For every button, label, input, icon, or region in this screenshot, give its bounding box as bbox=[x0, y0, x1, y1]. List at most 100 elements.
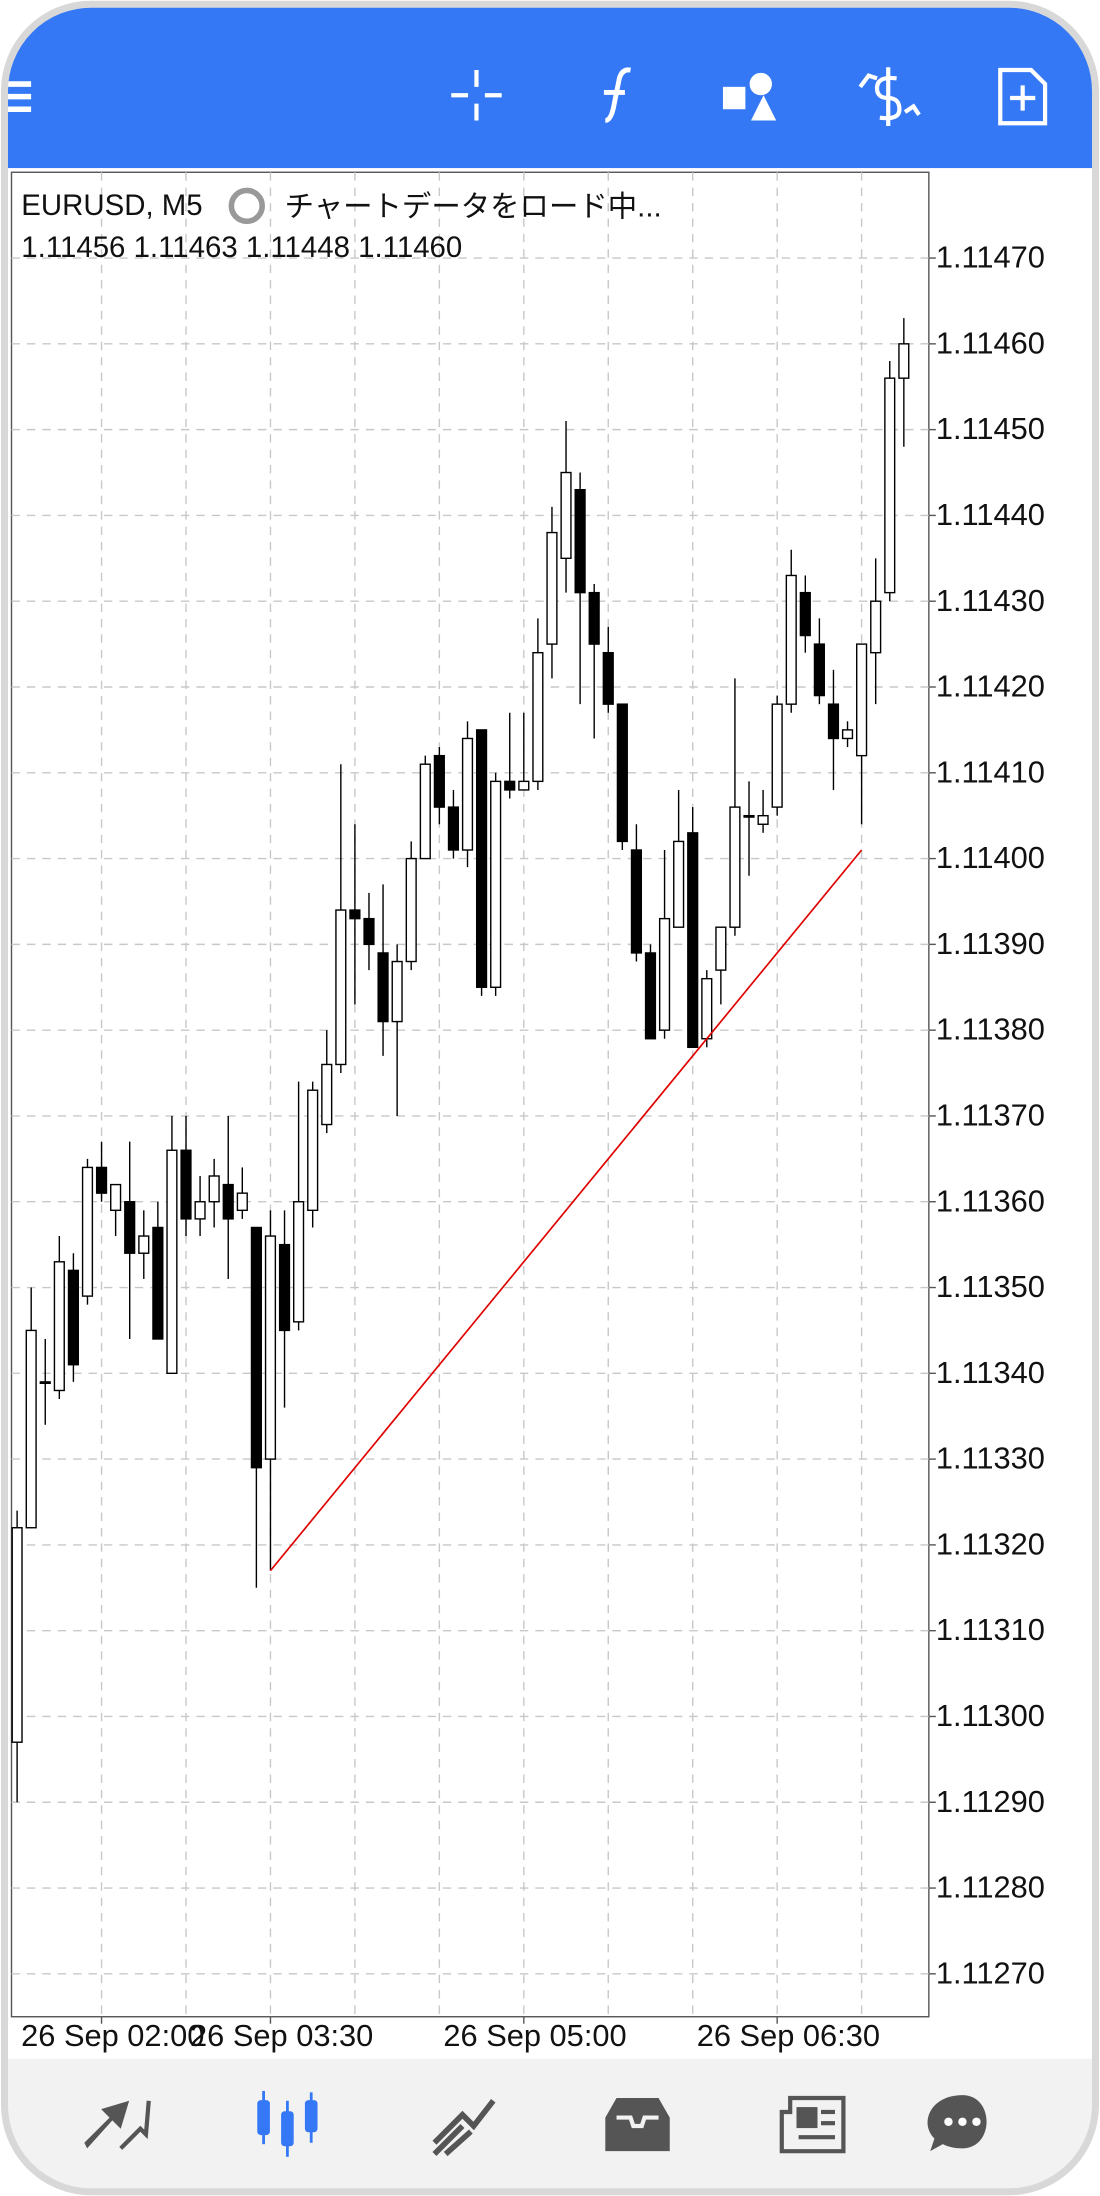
plot: 1.11470 1.11460 1.11450 1.11440 1.11430 1.114… bbox=[11, 172, 1045, 2053]
menu-icon[interactable] bbox=[7, 81, 32, 113]
candle-body bbox=[124, 1201, 136, 1254]
candle-body bbox=[602, 651, 614, 705]
candle-body bbox=[518, 780, 530, 791]
y-tick-label: 1.11410 bbox=[936, 754, 1045, 789]
ohlc-label: 1.11456 1.11463 1.11448 1.11460 bbox=[21, 231, 462, 264]
y-tick-label: 1.11440 bbox=[936, 497, 1045, 532]
toolbar bbox=[4, 4, 1096, 169]
candle-body bbox=[771, 703, 783, 808]
y-tick-label: 1.11290 bbox=[936, 1784, 1045, 1819]
candle-body bbox=[701, 977, 713, 1040]
y-tick-label: 1.11350 bbox=[936, 1269, 1045, 1304]
candle-body bbox=[67, 1269, 80, 1366]
x-tick-label: 26 Sep 02:00 bbox=[21, 2018, 204, 2053]
candle-body bbox=[433, 754, 445, 808]
candle-body bbox=[180, 1149, 192, 1220]
candle-body bbox=[81, 1166, 94, 1297]
candle-body bbox=[898, 343, 910, 379]
candle-body bbox=[335, 909, 347, 1066]
candle-body bbox=[588, 591, 600, 645]
objects-icon[interactable] bbox=[722, 72, 777, 121]
trade-tab[interactable] bbox=[432, 2099, 496, 2157]
y-tick-label: 1.11420 bbox=[936, 669, 1045, 704]
candle-body bbox=[11, 1527, 23, 1743]
new-order-icon[interactable] bbox=[998, 67, 1048, 126]
y-tick-label: 1.11330 bbox=[936, 1441, 1045, 1476]
candle-body bbox=[799, 591, 811, 637]
candle-body bbox=[504, 780, 516, 791]
candle-body bbox=[53, 1261, 65, 1392]
candle-body bbox=[405, 857, 417, 963]
y-tick-label: 1.11400 bbox=[936, 840, 1045, 875]
candle-body bbox=[110, 1183, 122, 1212]
y-tick-label: 1.11470 bbox=[936, 240, 1045, 275]
candle-body bbox=[757, 814, 769, 825]
candle-body bbox=[475, 729, 488, 988]
candle-body bbox=[461, 737, 474, 851]
candle-body bbox=[729, 806, 741, 928]
y-tick-label: 1.11450 bbox=[936, 411, 1045, 446]
x-tick-label: 26 Sep 03:30 bbox=[190, 2018, 373, 2053]
candle-body bbox=[616, 703, 628, 843]
candle-body bbox=[644, 952, 657, 1040]
candle-body bbox=[490, 780, 502, 988]
x-tick-label: 26 Sep 06:30 bbox=[697, 2018, 880, 2053]
y-tick-label: 1.11390 bbox=[936, 926, 1045, 961]
candle-body bbox=[560, 471, 572, 560]
chart-tab[interactable] bbox=[257, 2090, 318, 2157]
crosshair-icon[interactable] bbox=[451, 70, 502, 121]
y-tick-label: 1.11430 bbox=[936, 583, 1045, 618]
candle-body bbox=[658, 917, 671, 1031]
candle-body bbox=[321, 1063, 333, 1126]
candle-body bbox=[363, 917, 375, 946]
candle-body bbox=[95, 1166, 108, 1194]
candle-body bbox=[166, 1149, 178, 1375]
candle-body bbox=[546, 531, 558, 645]
loading-spinner bbox=[228, 187, 265, 225]
news-tab[interactable] bbox=[779, 2095, 846, 2154]
chat-tab[interactable] bbox=[927, 2095, 987, 2152]
x-tick-label: 26 Sep 05:00 bbox=[443, 2018, 626, 2053]
candle-body bbox=[264, 1235, 277, 1460]
candle-body bbox=[856, 643, 868, 757]
candle-body bbox=[715, 926, 727, 971]
y-tick-label: 1.11300 bbox=[936, 1698, 1045, 1733]
plot-frame bbox=[10, 171, 930, 2018]
candle-body bbox=[532, 651, 544, 783]
indicators-icon[interactable] bbox=[603, 67, 631, 123]
y-tick-label: 1.11270 bbox=[936, 1955, 1045, 1990]
y-tick-label: 1.11360 bbox=[936, 1183, 1045, 1218]
candle-body bbox=[208, 1175, 220, 1203]
candle-body bbox=[673, 840, 685, 928]
candle-body bbox=[39, 1381, 51, 1384]
candle-body bbox=[630, 849, 643, 954]
candle-body bbox=[813, 643, 825, 697]
symbol-title: EURUSD, M5 bbox=[21, 189, 202, 222]
candle-body bbox=[841, 729, 854, 740]
candle-body bbox=[194, 1201, 206, 1220]
trend-line bbox=[269, 849, 863, 1572]
tab-bar bbox=[4, 2058, 1096, 2192]
candle-body bbox=[25, 1329, 37, 1529]
candle-body bbox=[236, 1192, 248, 1212]
candle-body bbox=[250, 1226, 262, 1469]
candle-body bbox=[574, 488, 586, 594]
candle-body bbox=[349, 909, 361, 920]
candle-body bbox=[278, 1243, 291, 1332]
candle-body bbox=[743, 814, 755, 818]
y-tick-label: 1.11310 bbox=[936, 1612, 1045, 1647]
candle-body bbox=[293, 1201, 305, 1323]
trade-icon[interactable] bbox=[858, 67, 921, 127]
candle-body bbox=[870, 600, 882, 654]
candle-body bbox=[884, 377, 896, 594]
candle-body bbox=[419, 763, 431, 860]
quotes-tab[interactable] bbox=[84, 2100, 151, 2150]
history-tab[interactable] bbox=[605, 2097, 670, 2152]
candle-body bbox=[687, 832, 699, 1049]
candle-body bbox=[377, 952, 389, 1023]
candle-body bbox=[138, 1235, 150, 1254]
